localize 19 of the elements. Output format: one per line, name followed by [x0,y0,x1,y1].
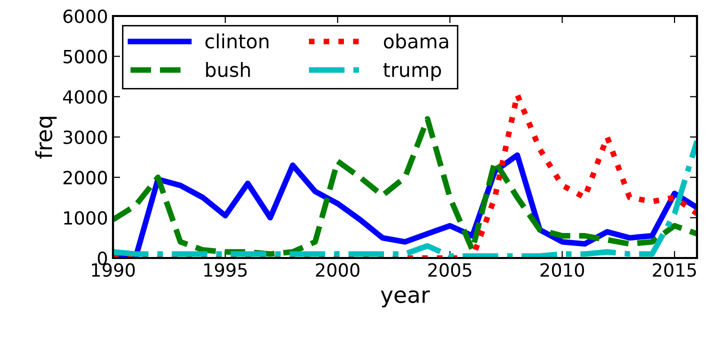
x-tick-label: 2015 [652,263,696,277]
x-tick-label: 1990 [92,263,135,277]
y-tick-label: 1000 [64,211,107,225]
y-tick-label: 6000 [63,9,107,24]
legend-label: obama [384,34,448,49]
x-tick-label: 1995 [204,263,247,277]
y-tick-label: 5000 [64,50,107,64]
x-axis-title: year [380,290,430,308]
y-axis-title: freq [35,116,57,159]
legend-label: trump [383,63,441,81]
x-tick-label: 2005 [428,263,472,277]
y-tick-label: 0 [98,251,107,266]
x-tick-label: 2000 [316,263,360,277]
legend-label: clinton [205,34,268,49]
y-tick-label: 2000 [64,170,107,184]
y-tick-label: 3000 [64,130,107,144]
y-tick-label: 4000 [63,90,107,104]
x-tick-label: 2010 [540,263,584,277]
legend-label: bush [206,62,250,78]
